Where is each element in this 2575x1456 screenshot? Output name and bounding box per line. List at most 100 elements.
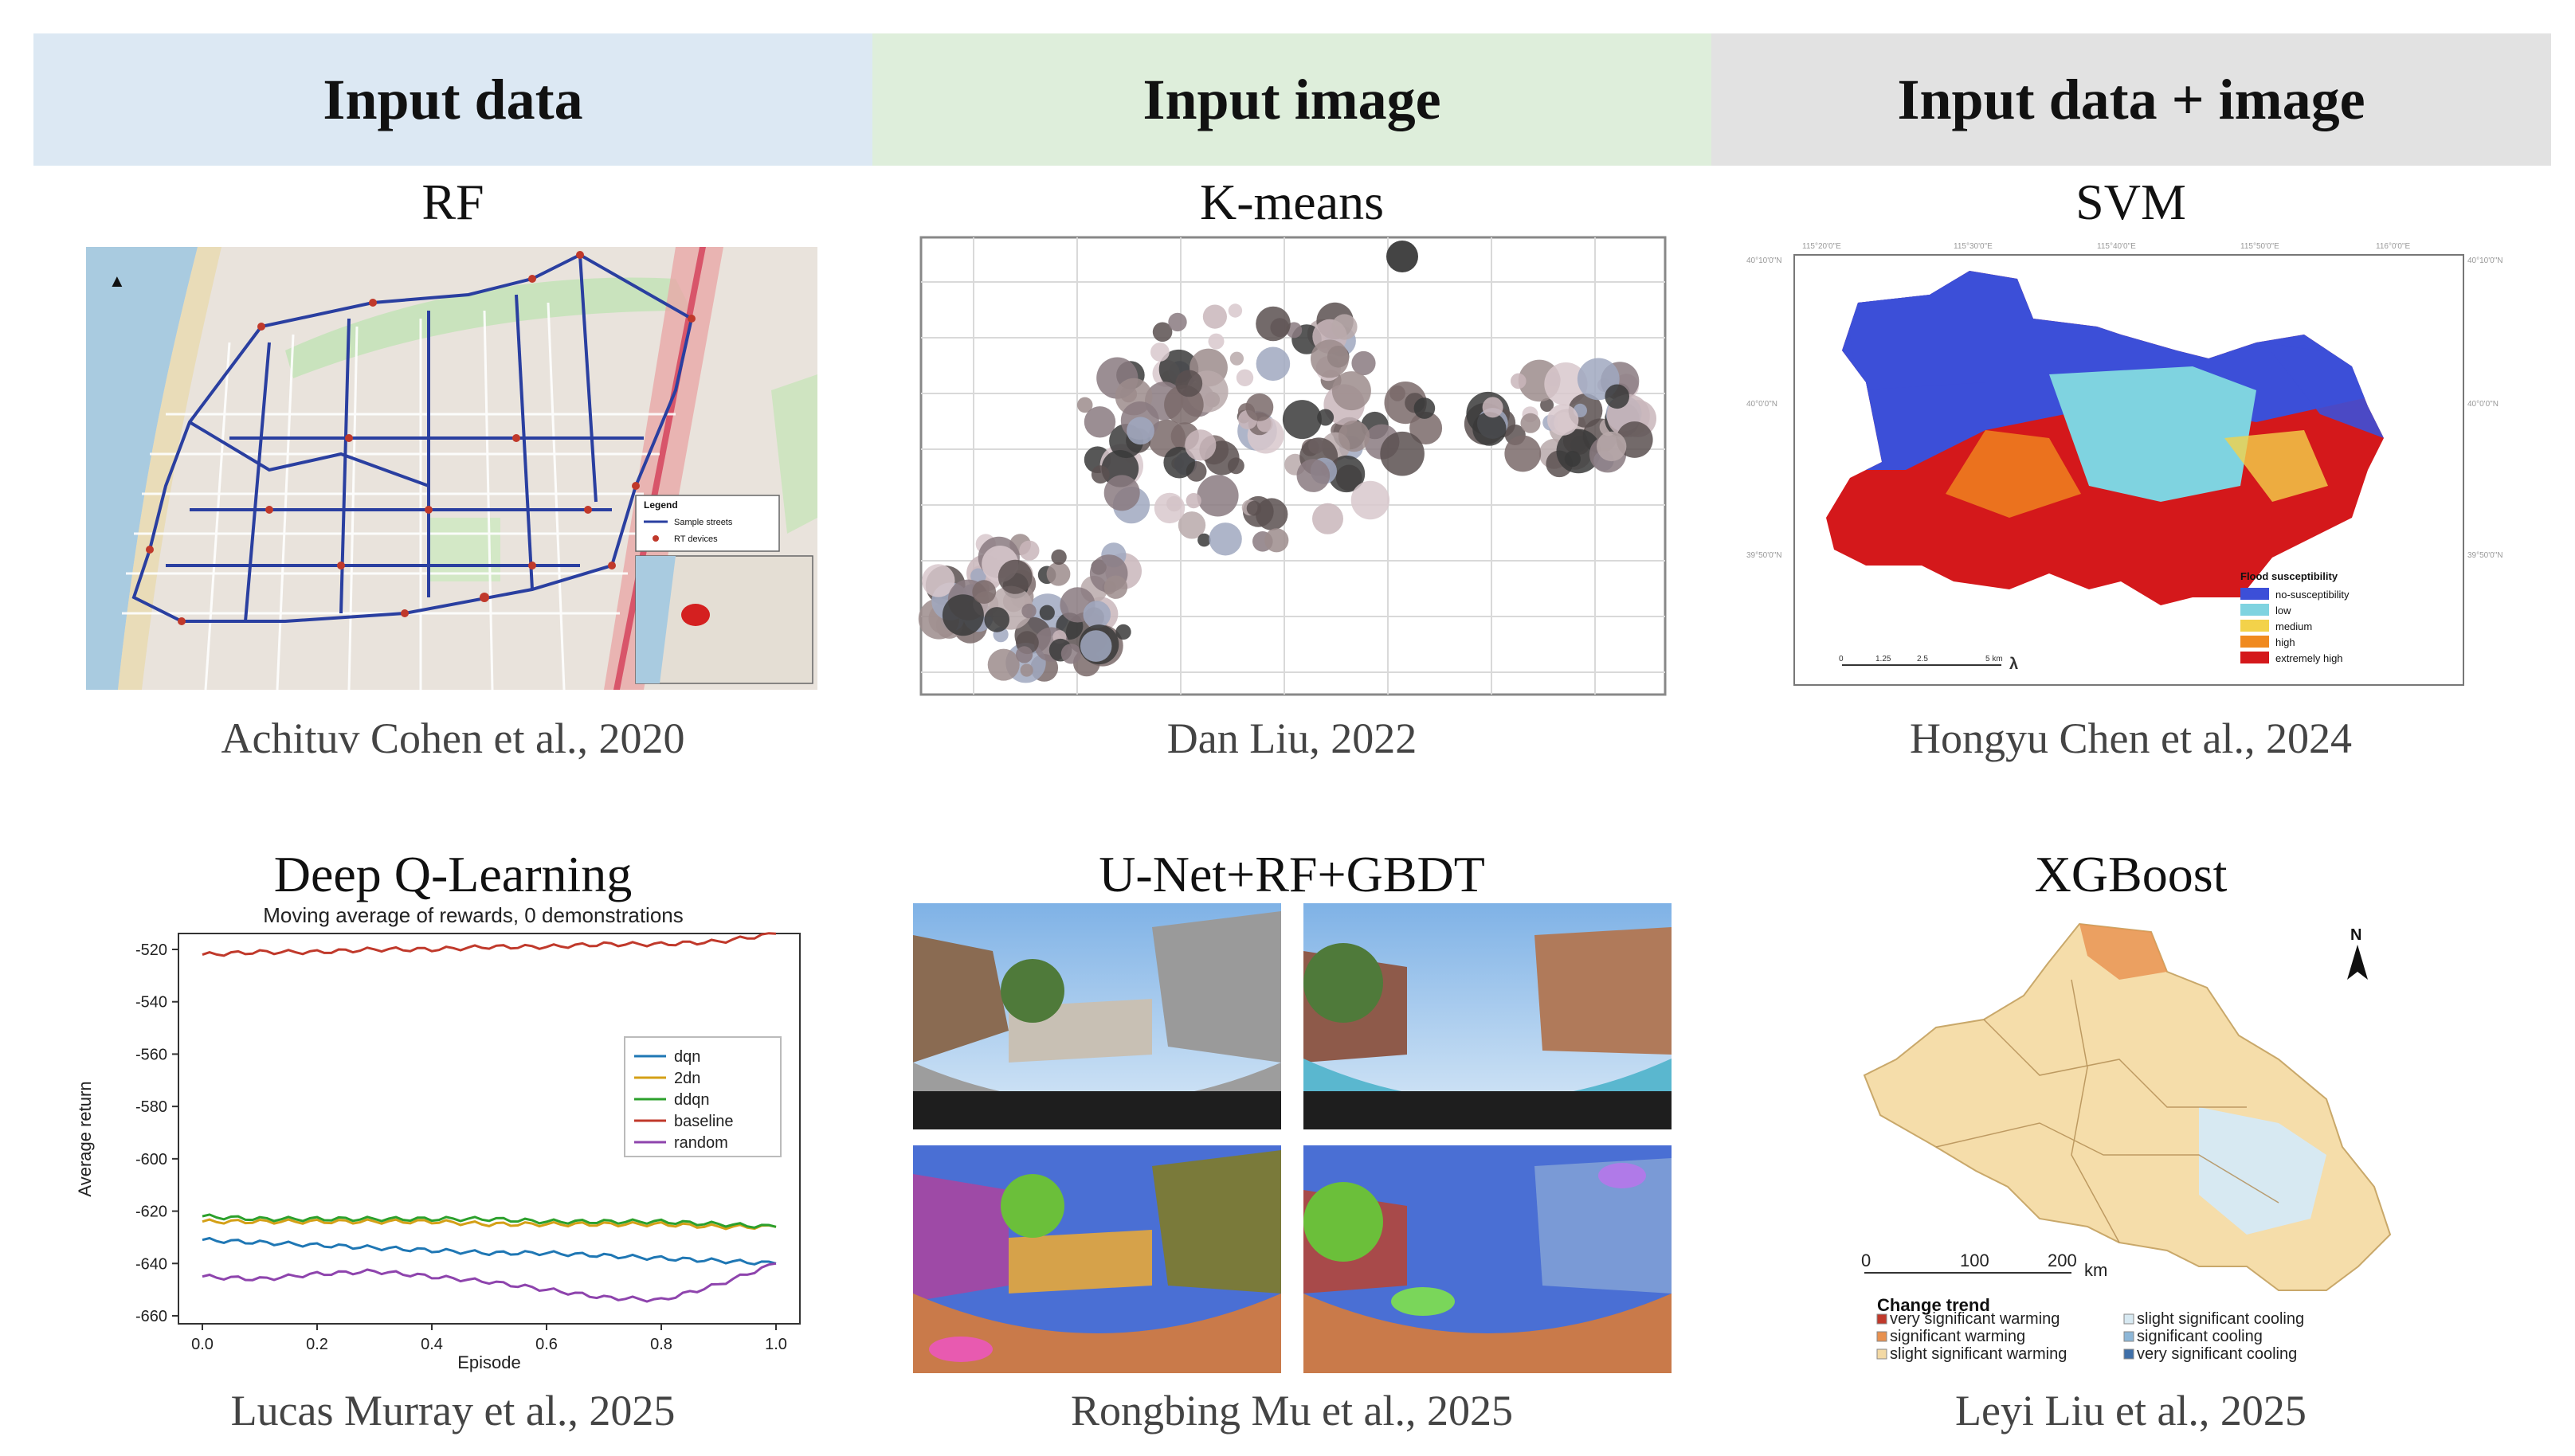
- kmeans-point: [1282, 400, 1322, 440]
- xgb-legend-swatch: [1876, 1348, 1887, 1360]
- xgb-legend-swatch: [1876, 1313, 1887, 1325]
- legend-label-ddqn: ddqn: [674, 1091, 710, 1109]
- series-line-dqn: [202, 1236, 777, 1266]
- kmeans-point: [1504, 435, 1542, 472]
- xgb-legend-swatch: [2123, 1313, 2134, 1325]
- rf-legend-title: Legend: [644, 499, 678, 511]
- series-line-2dn: [202, 1218, 777, 1231]
- svg-text:λ: λ: [2009, 656, 2018, 673]
- kmeans-point: [1256, 306, 1291, 342]
- kmeans-point: [997, 559, 1033, 594]
- svg-text:0: 0: [1839, 655, 1844, 663]
- kmeans-point: [1046, 562, 1071, 586]
- dql-reward-chart: Moving average of rewards, 0 demonstrati…: [67, 900, 840, 1378]
- panel-title-deep-q-learning: Deep Q-Learning: [273, 846, 633, 902]
- xgb-scale-bar: 0 100 200 km: [1861, 1251, 2107, 1280]
- panel-title-svm: SVM: [2075, 174, 2186, 230]
- kmeans-point: [1338, 421, 1370, 452]
- svm-legend-swatch: [2240, 652, 2269, 663]
- svg-text:40°0'0"N: 40°0'0"N: [2467, 400, 2499, 409]
- kmeans-point: [1154, 492, 1186, 524]
- kmeans-point: [1115, 624, 1131, 640]
- xgb-legend-swatch: [2123, 1331, 2134, 1342]
- svg-text:1.25: 1.25: [1875, 655, 1891, 663]
- y-tick-label: -560: [135, 1046, 167, 1063]
- kmeans-point: [984, 607, 1009, 632]
- y-tick-label: -620: [135, 1204, 167, 1221]
- citation-unet: Rongbing Mu et al., 2025: [1071, 1387, 1513, 1434]
- kmeans-point: [1175, 370, 1203, 397]
- kmeans-point: [1389, 385, 1405, 401]
- kmeans-point: [942, 594, 984, 636]
- svg-text:2.5: 2.5: [1917, 655, 1928, 663]
- series-line-random: [202, 1262, 777, 1303]
- xgb-legend-label: slight significant warming: [1890, 1345, 2067, 1363]
- svm-legend: Flood susceptibility no-susceptibility lo…: [2240, 570, 2350, 664]
- svg-text:200: 200: [2048, 1251, 2077, 1270]
- xgb-legend-title: Change trend: [1877, 1295, 1990, 1315]
- kmeans-point: [1178, 511, 1206, 539]
- kmeans-point: [1409, 412, 1443, 444]
- svm-legend-label: high: [2275, 636, 2295, 648]
- series-line-baseline: [202, 932, 777, 957]
- kmeans-point: [1246, 500, 1262, 516]
- rf-legend-item-streets: Sample streets: [674, 518, 733, 527]
- kmeans-point: [1076, 397, 1093, 413]
- svg-text:▲: ▲: [108, 271, 126, 291]
- kmeans-point: [1021, 603, 1037, 619]
- kmeans-point: [1256, 346, 1291, 382]
- kmeans-point: [1351, 350, 1376, 376]
- svg-text:5 km: 5 km: [1985, 655, 2003, 663]
- kmeans-point: [1039, 605, 1055, 620]
- x-tick-label: 0.2: [306, 1336, 328, 1353]
- x-tick-label: 0.4: [421, 1336, 443, 1353]
- kmeans-point: [1564, 451, 1581, 468]
- kmeans-cluster-plot: [918, 234, 1668, 698]
- panel-title-rf: RF: [421, 174, 484, 230]
- citation-rf: Achituv Cohen et al., 2020: [221, 714, 685, 762]
- kmeans-point: [1103, 475, 1140, 511]
- citation-deep-q-learning: Lucas Murray et al., 2025: [230, 1387, 676, 1434]
- citation-xgboost: Leyi Liu et al., 2025: [1955, 1387, 2307, 1434]
- kmeans-point: [1547, 404, 1579, 436]
- kmeans-point: [1127, 417, 1154, 445]
- x-axis-label: Episode: [457, 1352, 521, 1372]
- x-tick-label: 0.0: [191, 1336, 214, 1353]
- svg-text:40°10'0"N: 40°10'0"N: [2467, 256, 2503, 265]
- panel-title-xgboost: XGBoost: [2034, 846, 2228, 902]
- panorama-original-2: [1303, 903, 1672, 1129]
- kmeans-point: [1256, 498, 1288, 530]
- svg-text:115°50'0"E: 115°50'0"E: [2240, 242, 2279, 251]
- kmeans-point: [1317, 409, 1335, 426]
- svg-text:0: 0: [1861, 1251, 1871, 1270]
- svm-legend-title: Flood susceptibility: [2240, 570, 2338, 582]
- kmeans-point: [1168, 312, 1187, 332]
- x-tick-label: 0.8: [650, 1336, 672, 1353]
- kmeans-point: [1209, 523, 1242, 556]
- kmeans-point: [970, 568, 986, 585]
- kmeans-point: [1060, 644, 1082, 664]
- kmeans-point: [1331, 371, 1371, 411]
- citation-svm: Hongyu Chen et al., 2024: [1910, 714, 2352, 762]
- kmeans-point: [1051, 549, 1067, 566]
- y-tick-label: -520: [135, 941, 167, 959]
- xgb-legend-label: slight significant cooling: [2137, 1310, 2304, 1328]
- x-tick-label: 1.0: [765, 1336, 787, 1353]
- kmeans-point: [1228, 303, 1243, 318]
- kmeans-point: [1185, 429, 1217, 461]
- kmeans-point: [1084, 406, 1116, 438]
- xgb-legend-label: significant warming: [1890, 1328, 2025, 1345]
- kmeans-point: [1597, 431, 1627, 462]
- panorama-original-1: [913, 903, 1281, 1129]
- svm-flood-susceptibility-map: 115°20'0"E 115°30'0"E 115°40'0"E 115°50'0"…: [1746, 231, 2511, 706]
- y-tick-label: -540: [135, 994, 167, 1012]
- svg-text:100: 100: [1960, 1251, 1989, 1270]
- panel-title-unet: U-Net+RF+GBDT: [1099, 846, 1485, 902]
- y-tick-label: -640: [135, 1255, 167, 1273]
- svg-text:39°50'0"N: 39°50'0"N: [2467, 551, 2503, 560]
- svg-text:40°0'0"N: 40°0'0"N: [1746, 400, 1777, 409]
- kmeans-point: [1296, 459, 1331, 492]
- svm-legend-swatch: [2240, 588, 2269, 600]
- rf-legend-item-devices: RT devices: [674, 534, 718, 544]
